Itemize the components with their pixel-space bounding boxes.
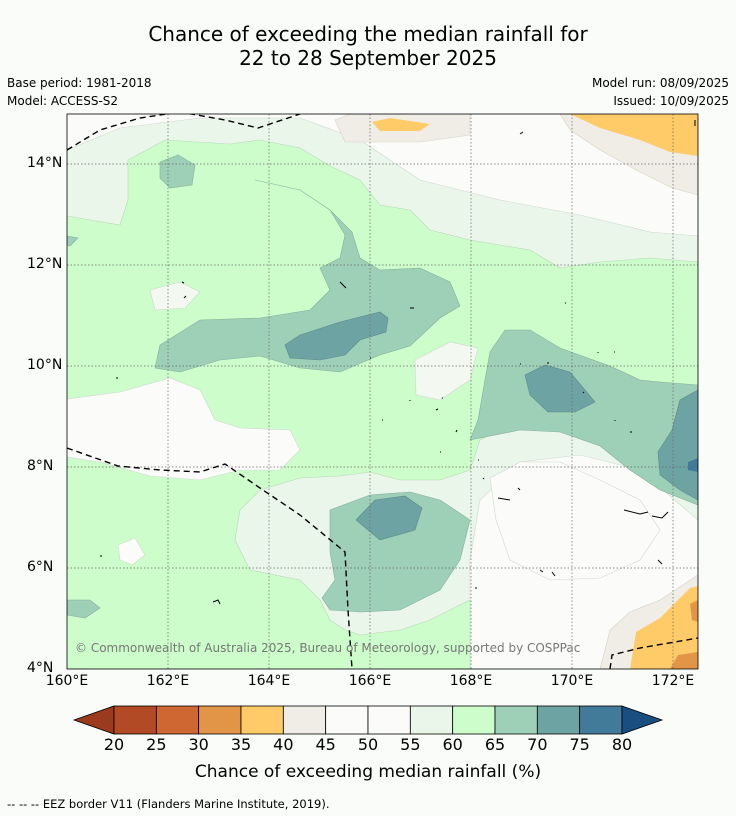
colorbar-swatch xyxy=(452,705,496,735)
map-title-line-1: Chance of exceeding the median rainfall … xyxy=(148,22,588,46)
colorbar-tick-label: 20 xyxy=(103,735,125,754)
colorbar-tick-label: 55 xyxy=(400,735,421,754)
colorbar-tick-label: 65 xyxy=(484,735,506,754)
eez-legend-note: -- -- -- EEZ border V11 (Flanders Marine… xyxy=(7,797,330,811)
gridlines xyxy=(67,114,698,669)
x-tick-label: 168°E xyxy=(449,673,493,689)
colorbar-tick-label: 70 xyxy=(527,735,548,754)
colorbar-over-arrow xyxy=(621,705,664,735)
field-35-40-ne xyxy=(570,114,698,156)
colorbar-tick-label: 60 xyxy=(442,735,463,754)
field-70-75-centre xyxy=(284,311,389,361)
map-title-line-2: 22 to 28 September 2025 xyxy=(239,46,497,70)
map-frame xyxy=(66,113,699,670)
field-30-35-se xyxy=(670,652,698,669)
map-field xyxy=(67,114,698,669)
colorbar-tick-label: 50 xyxy=(357,735,379,754)
colorbar-swatch xyxy=(367,705,411,735)
colorbar-tick-label: 80 xyxy=(611,735,633,754)
colorbar-swatch xyxy=(240,705,284,735)
colorbar-tick-label: 75 xyxy=(569,735,590,754)
x-tick-label: 172°E xyxy=(651,673,695,689)
model-run-text: Model run: 08/09/2025 xyxy=(591,76,729,90)
colorbar-title: Chance of exceeding median rainfall (%) xyxy=(194,762,542,782)
colorbar-swatch xyxy=(198,705,242,735)
field-65-70-w xyxy=(67,235,79,247)
colorbar-swatch xyxy=(579,705,623,735)
colorbar-tick-label: 40 xyxy=(273,735,294,754)
colorbar-swatch xyxy=(113,705,157,735)
field-30-35-se-2 xyxy=(690,600,698,622)
x-tick-label: 164°E xyxy=(247,673,291,689)
base-period-text: Base period: 1981-2018 xyxy=(7,76,152,90)
colorbar-swatch xyxy=(325,705,369,735)
y-tick-label: 6°N xyxy=(27,559,54,575)
field-70-75-east xyxy=(524,364,596,413)
colorbar-tick-label: 35 xyxy=(230,735,252,754)
colorbar-tick-label: 45 xyxy=(315,735,336,754)
field-65-70-nw xyxy=(159,154,196,189)
eez-borders xyxy=(67,114,698,669)
model-text: Model: ACCESS-S2 xyxy=(7,94,119,108)
colorbar-swatch xyxy=(155,705,200,735)
field-white-spot-3 xyxy=(117,537,146,566)
copyright-note: © Commonwealth of Australia 2025, Bureau… xyxy=(75,641,581,655)
issued-text: Issued: 10/09/2025 xyxy=(613,94,729,108)
colorbar-tick-label: 25 xyxy=(146,735,167,754)
colorbar-swatch xyxy=(282,705,327,735)
y-tick-label: 12°N xyxy=(27,256,63,272)
field-white-spot-1 xyxy=(149,281,201,311)
y-tick-label: 8°N xyxy=(27,458,54,474)
y-tick-label: 14°N xyxy=(27,155,63,171)
field-70-75-south xyxy=(355,495,423,541)
field-75-80-east xyxy=(688,458,698,472)
colorbar-swatch xyxy=(409,705,454,735)
y-tick-label: 10°N xyxy=(27,357,63,373)
x-tick-label: 166°E xyxy=(348,673,392,689)
field-35-40-se xyxy=(630,586,698,669)
colorbar-swatch xyxy=(536,705,581,735)
field-white-spot-2 xyxy=(414,341,479,401)
colorbar-under-arrow xyxy=(72,705,115,735)
field-35-40-north xyxy=(372,118,430,131)
x-tick-label: 162°E xyxy=(146,673,190,689)
islands xyxy=(100,120,696,605)
y-tick-label: 4°N xyxy=(27,660,54,676)
colorbar-swatch xyxy=(494,705,538,735)
field-white-se xyxy=(489,461,661,581)
x-tick-label: 160°E xyxy=(45,673,89,689)
colorbar-tick-label: 30 xyxy=(188,735,209,754)
x-tick-label: 170°E xyxy=(550,673,594,689)
colorbar xyxy=(72,705,664,735)
field-65-70-sw xyxy=(67,599,101,619)
field-70-75-far-east xyxy=(657,389,698,501)
